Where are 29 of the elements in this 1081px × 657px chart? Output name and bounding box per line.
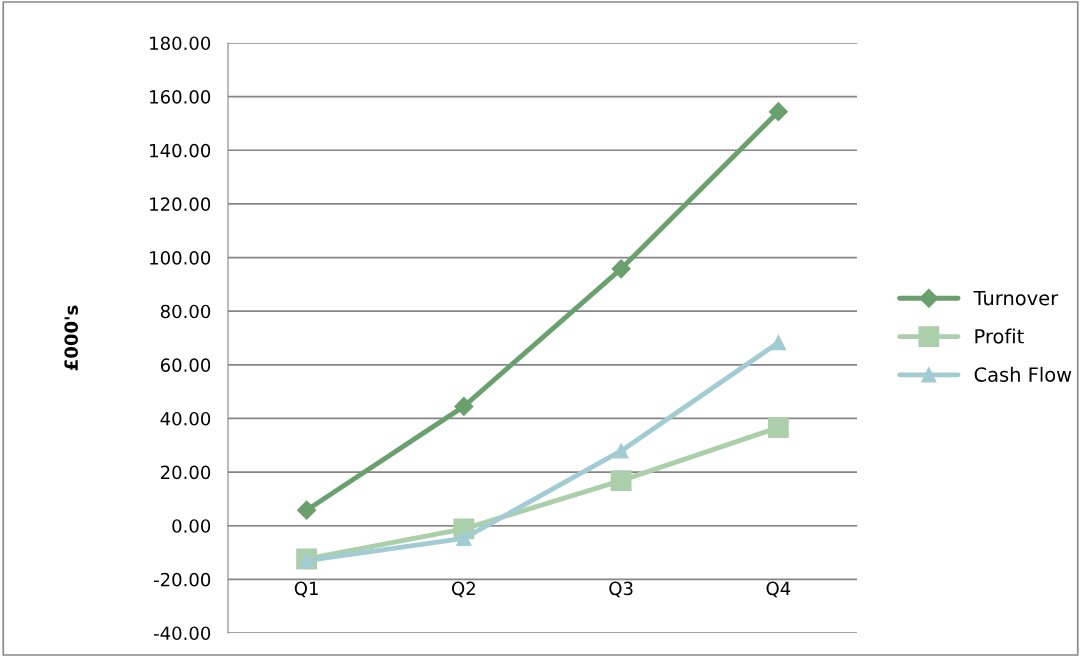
point [611,259,631,279]
y-tick-label: -40.00 [154,626,211,641]
legend-label: Cash Flow [974,366,1072,382]
y-tick-label: 80.00 [160,304,211,319]
y-tick-label: 40.00 [160,411,211,426]
y-tick-label: 160.00 [150,90,211,104]
y-tick-label: 180.00 [150,36,211,51]
x-tick-label: Q3 [609,581,633,598]
point [610,470,632,492]
y-tick-label: 60.00 [160,358,211,372]
point [454,396,474,416]
y-tick-label: 100.00 [150,251,211,265]
y-tick-label: 0.00 [172,519,211,533]
legend-label: Profit [975,328,1024,344]
point [768,102,788,122]
point [613,443,629,459]
y-tick-label: 140.00 [150,143,211,158]
x-tick-label: Q2 [452,581,475,598]
x-tick-label: Q1 [294,581,318,598]
y-tick-label: -20.00 [154,572,211,587]
x-tick-label: Q4 [766,581,791,598]
point [767,417,789,438]
point [770,334,787,351]
y-tick-label: 120.00 [150,197,211,212]
y-axis-title: £000's [64,305,78,371]
point [297,500,317,520]
legend-label: Turnover [973,290,1059,306]
point [456,530,472,546]
y-tick-label: 20.00 [160,465,211,480]
